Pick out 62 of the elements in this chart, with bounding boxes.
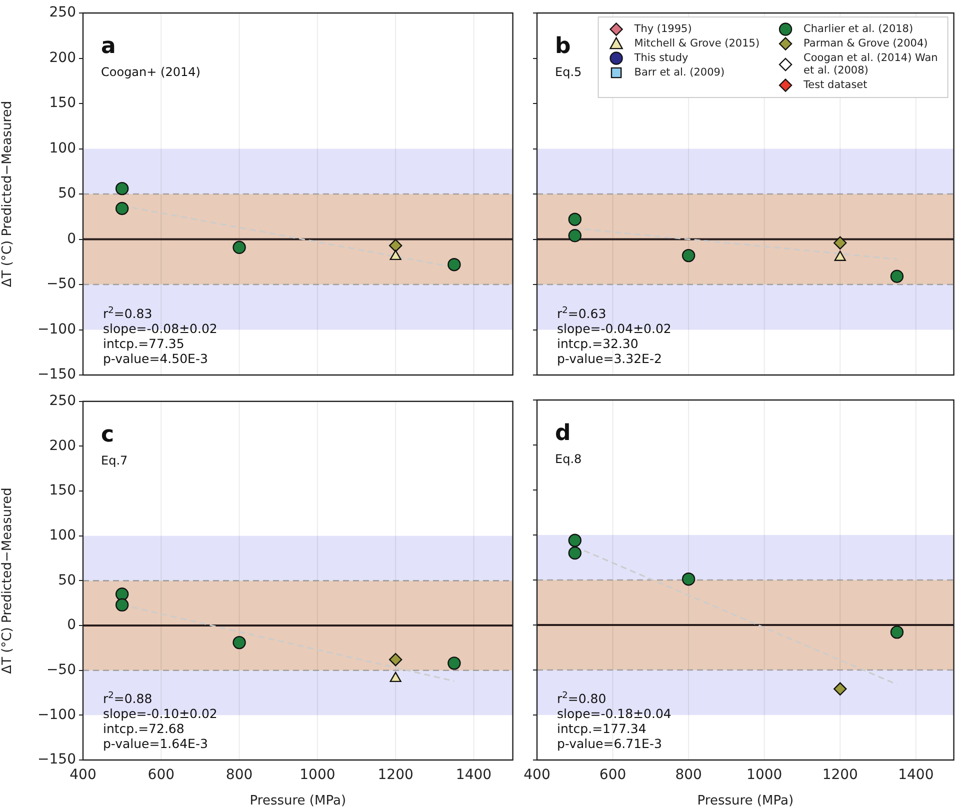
annotation: slope=-0.08±0.02 (103, 321, 218, 336)
text: d (555, 421, 571, 446)
x-tick-label: 600 (148, 767, 175, 784)
y-tick-label: 150 (49, 95, 76, 112)
x-tick-label: 1200 (822, 767, 858, 784)
legend-label: Parman & Grove (2004) (804, 37, 928, 50)
y-tick-label: −150 (38, 366, 76, 383)
annotation: slope=-0.18±0.04 (557, 706, 672, 721)
legend-label: Test dataset (802, 78, 868, 91)
x-tick-label: 800 (226, 767, 253, 784)
y-tick-label: −50 (46, 662, 76, 678)
annotation: p-value=6.71E-3 (557, 736, 662, 751)
x-tick-label: 1400 (898, 767, 934, 784)
annotation: p-value=1.64E-3 (103, 736, 208, 751)
x-tick-label: 800 (675, 767, 702, 784)
x-tick-label: 1000 (746, 767, 782, 784)
x-axis-title: Pressure (MPa) (697, 794, 794, 809)
text: Eq.7 (101, 453, 128, 468)
text: Eq.5 (555, 65, 582, 79)
legend-label: Charlier et al. (2018) (804, 22, 914, 35)
x-tick-label: 400 (524, 767, 550, 784)
legend-label: Thy (1995) (633, 22, 692, 35)
text: c (101, 422, 114, 448)
annotation: p-value=4.50E-3 (103, 351, 208, 366)
text: Eq.8 (555, 452, 582, 466)
x-tick-label: 1400 (456, 767, 492, 784)
annotation: intcp.=72.68 (103, 721, 184, 736)
text: Coogan+ (2014) (101, 65, 200, 79)
text: b (555, 34, 571, 59)
legend-label: Coogan et al. (2014) Wan et al. (2008) (804, 52, 938, 76)
annotation: slope=-0.04±0.02 (557, 321, 672, 336)
y-tick-label: 100 (49, 528, 76, 544)
y-tick-label: 200 (49, 50, 76, 66)
y-tick-label: −100 (38, 706, 76, 723)
annotation: intcp.=177.34 (557, 721, 646, 736)
y-axis-title: ΔT (°C) Predicted−Measured (0, 100, 16, 288)
y-tick-label: −150 (38, 752, 76, 768)
legend-label: Barr et al. (2009) (634, 66, 725, 78)
x-tick-label: 1200 (378, 767, 414, 784)
legend-label: Mitchell & Grove (2015) (634, 37, 760, 50)
y-tick-label: 100 (49, 140, 76, 156)
y-tick-label: 0 (67, 617, 76, 634)
annotation: p-value=3.32E-2 (557, 351, 662, 366)
x-tick-label: 600 (599, 767, 626, 784)
y-tick-label: 250 (49, 393, 76, 410)
y-tick-label: 50 (58, 186, 76, 202)
y-tick-label: 150 (49, 482, 76, 499)
y-axis-title: ΔT (°C) Predicted−Measured (0, 488, 16, 674)
legend-label: This study (633, 52, 688, 64)
y-tick-label: −50 (46, 276, 76, 292)
y-tick-label: 200 (49, 438, 76, 454)
x-tick-label: 400 (70, 767, 96, 784)
text: a (101, 34, 116, 59)
annotation: intcp.=32.30 (557, 336, 638, 351)
annotation: slope=-0.10±0.02 (103, 706, 218, 721)
x-tick-label: 1000 (300, 767, 336, 784)
y-tick-label: 50 (58, 572, 76, 588)
x-axis-title: Pressure (MPa) (250, 794, 346, 809)
y-tick-label: −100 (38, 321, 76, 338)
y-tick-label: 250 (49, 4, 76, 21)
annotation: intcp.=77.35 (103, 336, 184, 351)
y-tick-label: 0 (67, 230, 76, 247)
